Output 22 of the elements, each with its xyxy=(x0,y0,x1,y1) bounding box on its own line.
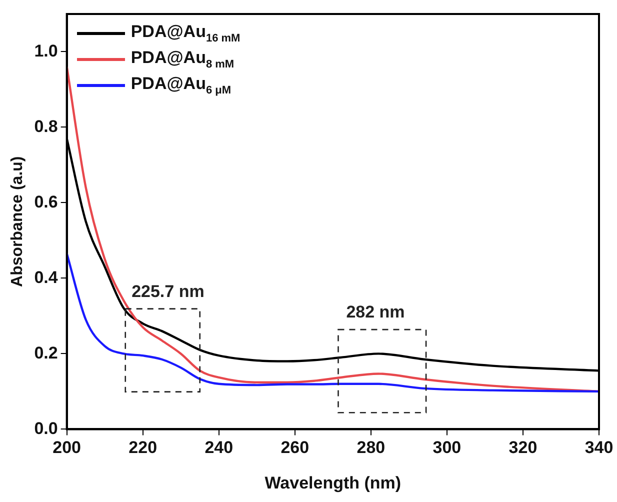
legend-label: PDA@Au$_{16 mM}$ xyxy=(130,22,240,44)
legend-label: PDA@Au$_{8 mM}$ xyxy=(130,48,234,70)
x-tick-label: 240 xyxy=(204,438,234,458)
x-tick-label: 340 xyxy=(584,438,614,458)
y-tick-label: 0.0 xyxy=(34,418,58,438)
y-tick-label: 0.8 xyxy=(34,116,58,136)
legend-label: PDA@Au$_{6 μM}$ xyxy=(130,74,232,96)
y-tick-label: 0.4 xyxy=(34,268,58,287)
y-axis-title: Absorbance (a.u) xyxy=(9,156,26,287)
y-tick-label: 0.6 xyxy=(34,192,58,212)
x-tick-label: 300 xyxy=(432,438,462,458)
x-tick-label: 320 xyxy=(508,438,538,458)
x-tick-label: 220 xyxy=(128,438,158,458)
y-tick-label: 1.0 xyxy=(34,41,58,60)
x-axis-title: Wavelength (nm) xyxy=(264,473,402,492)
annotation: 282 nm xyxy=(346,302,405,322)
x-tick-label: 200 xyxy=(52,438,82,458)
y-tick-label: 0.2 xyxy=(34,343,58,362)
line-series xyxy=(66,252,599,393)
x-tick-label: 260 xyxy=(280,438,310,458)
x-tick-label: 280 xyxy=(356,438,386,458)
annotation: 225.7 nm xyxy=(132,282,204,301)
